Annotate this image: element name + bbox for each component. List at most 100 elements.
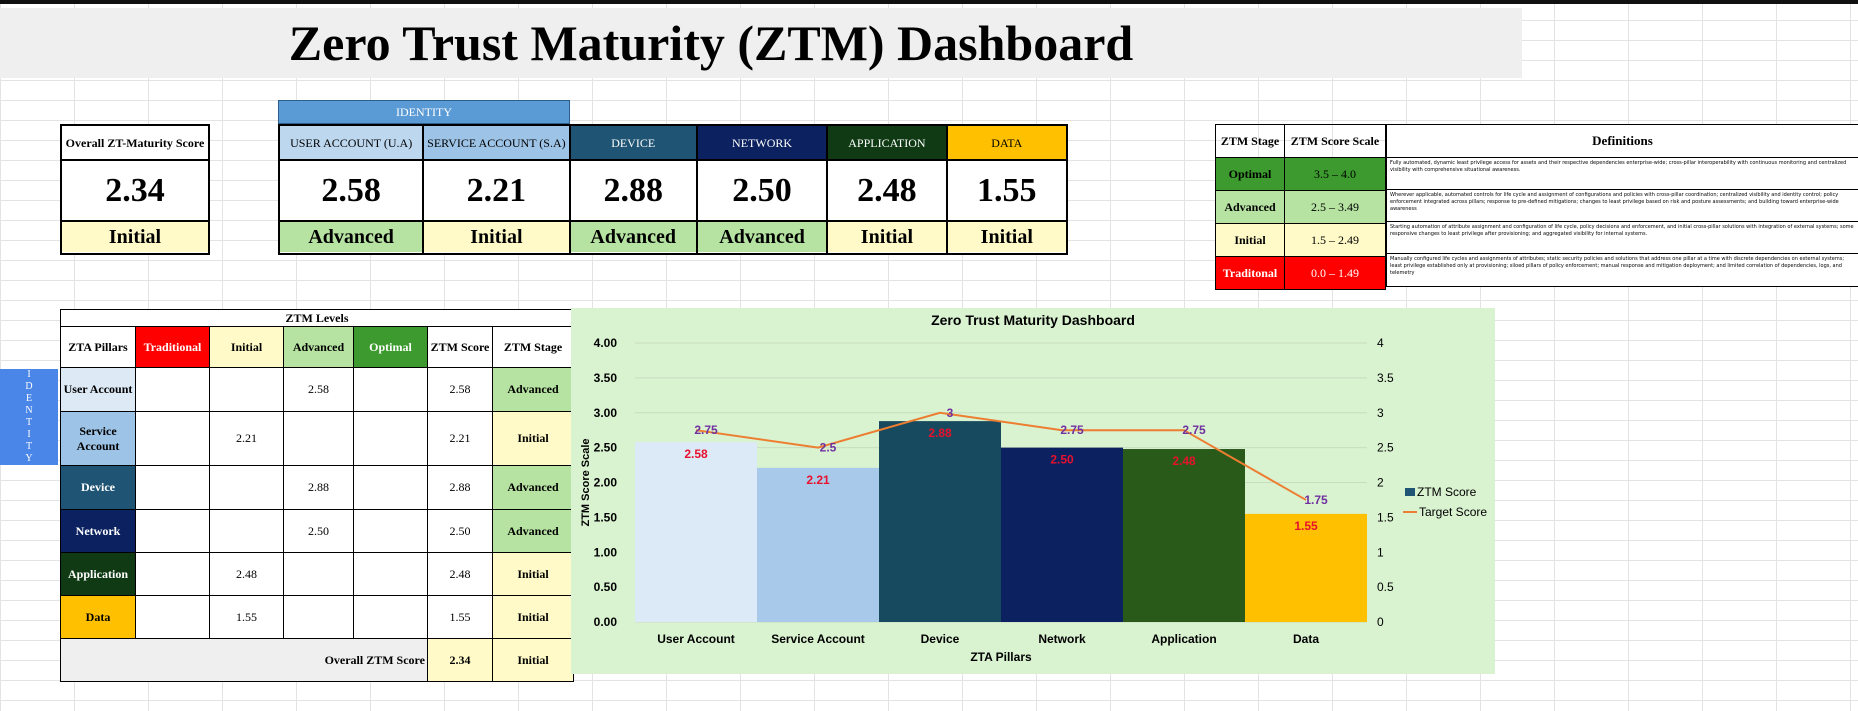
levels-cell-pillar: Device	[60, 465, 136, 510]
overall-stage: Initial	[62, 222, 208, 252]
pillar-score: 2.88	[570, 161, 696, 222]
bar-data-label: 2.58	[684, 447, 708, 461]
levels-row: User Account 2.58 2.58 Advanced	[60, 367, 574, 412]
overall-ztm-stage: Initial	[492, 638, 574, 682]
y-axis-title: ZTM Score Scale	[580, 438, 592, 526]
identity-group-header: IDENTITY	[278, 100, 570, 124]
pillar-stage: Initial	[828, 222, 946, 252]
levels-cell-traditional	[135, 465, 210, 510]
levels-header-cell: ZTM Stage	[492, 326, 574, 368]
levels-cell-initial	[209, 367, 284, 412]
identity-side-letter: T	[25, 417, 33, 428]
levels-cell-score: 2.58	[427, 367, 493, 412]
y-tick-label-right: 3.5	[1377, 371, 1394, 385]
levels-header-cell: Traditional	[135, 326, 210, 368]
pillar-score: 2.58	[280, 161, 423, 222]
ztm-stage-scale-table: ZTM Stage ZTM Score Scale Optimal 3.5 – 4…	[1215, 124, 1386, 290]
identity-side-letter: N	[25, 405, 33, 416]
y-tick-label-left: 3.00	[594, 406, 618, 420]
y-tick-label-left: 1.50	[594, 510, 618, 524]
y-tick-label-right: 2.5	[1377, 441, 1394, 455]
pillar-card-service-account: SERVICE ACCOUNT (S.A) 2.21 Initial	[424, 126, 571, 253]
levels-cell-traditional	[135, 367, 210, 412]
target-data-label: 2.5	[820, 441, 837, 455]
x-tick-label: Network	[1038, 632, 1086, 646]
target-data-label: 2.75	[1182, 423, 1206, 437]
levels-cell-score: 2.21	[427, 411, 493, 466]
levels-cell-traditional	[135, 552, 210, 596]
levels-overall-row: Overall ZTM Score 2.34 Initial	[60, 638, 574, 682]
target-data-label: 1.75	[1304, 493, 1328, 507]
pillar-card-user-account: USER ACCOUNT (U.A) 2.58 Advanced	[280, 126, 425, 253]
pillar-header: SERVICE ACCOUNT (S.A)	[424, 126, 569, 161]
levels-header-cell: ZTM Score	[427, 326, 493, 368]
stage-range: 3.5 – 4.0	[1284, 157, 1386, 191]
bar-device	[879, 421, 1001, 622]
bar-application	[1123, 449, 1245, 622]
levels-row: Network 2.50 2.50 Advanced	[60, 509, 574, 553]
pillar-header: DEVICE	[570, 126, 696, 161]
bar-data	[1245, 513, 1367, 622]
pillar-stage: Initial	[947, 222, 1066, 252]
pillar-cards: USER ACCOUNT (U.A) 2.58 Advanced SERVICE A…	[278, 124, 1068, 255]
stage-scale-row: Initial 1.5 – 2.49	[1215, 223, 1386, 257]
identity-side-letter: E	[25, 393, 33, 404]
levels-header-cell: ZTA Pillars	[60, 326, 136, 368]
levels-cell-advanced	[283, 411, 354, 466]
y-tick-label-right: 0	[1377, 615, 1384, 629]
pillar-card-device: DEVICE 2.88 Advanced	[570, 126, 698, 253]
levels-header-cell: Initial	[209, 326, 284, 368]
x-tick-label: Service Account	[771, 632, 865, 646]
ztm-levels-table: ZTM Levels ZTA Pillars Traditional Initial…	[60, 309, 574, 682]
x-tick-label: User Account	[657, 632, 735, 646]
y-tick-label-right: 1	[1377, 545, 1384, 559]
overall-score-card: Overall ZT-Maturity Score 2.34 Initial	[60, 124, 210, 255]
levels-header-row: ZTA Pillars Traditional Initial Advanced Opt…	[60, 326, 574, 368]
page-title: Zero Trust Maturity (ZTM) Dashboard	[288, 15, 1134, 71]
levels-cell-advanced: 2.58	[283, 367, 354, 412]
x-tick-label: Data	[1293, 632, 1319, 646]
definition-initial: Starting automation of attribute assignm…	[1387, 222, 1858, 254]
pillar-stage: Advanced	[280, 222, 423, 252]
levels-cell-pillar: Service Account	[60, 411, 136, 466]
x-axis-title: ZTA Pillars	[970, 650, 1032, 664]
levels-cell-traditional	[135, 509, 210, 553]
bar-data-label: 2.50	[1050, 453, 1074, 467]
definitions-panel: Definitions Fully automated, dynamic lea…	[1386, 124, 1858, 287]
pillar-score: 2.48	[828, 161, 946, 222]
levels-cell-advanced	[283, 595, 354, 639]
stage-name: Initial	[1215, 223, 1285, 257]
levels-cell-pillar: Data	[60, 595, 136, 639]
pillar-header: NETWORK	[697, 126, 827, 161]
levels-cell-stage: Initial	[492, 595, 574, 639]
levels-cell-score: 2.50	[427, 509, 493, 553]
y-tick-label-left: 2.50	[594, 441, 618, 455]
pillar-score: 2.21	[424, 161, 569, 222]
bar-network	[1001, 447, 1123, 622]
levels-cell-stage: Advanced	[492, 465, 574, 510]
pillar-card-data: DATA 1.55 Initial	[947, 126, 1066, 253]
levels-cell-optimal	[353, 595, 428, 639]
pillar-stage: Advanced	[697, 222, 827, 252]
levels-cell-pillar: Application	[60, 552, 136, 596]
levels-cell-optimal	[353, 509, 428, 553]
pillar-header: USER ACCOUNT (U.A)	[280, 126, 423, 161]
definition-traditional: Manually configured life cycles and assi…	[1390, 256, 1845, 276]
levels-row: Device 2.88 2.88 Advanced	[60, 465, 574, 510]
pillar-stage: Initial	[424, 222, 569, 252]
levels-cell-initial: 1.55	[209, 595, 284, 639]
x-tick-label: Device	[921, 632, 960, 646]
target-data-label: 2.75	[1060, 423, 1084, 437]
y-tick-label-right: 3	[1377, 406, 1384, 420]
stage-scale-row: Traditonal 0.0 – 1.49	[1215, 256, 1386, 290]
identity-side-letter: D	[25, 381, 33, 392]
legend-label-target-score: Target Score	[1419, 505, 1487, 519]
y-tick-label-right: 0.5	[1377, 580, 1394, 594]
y-tick-label-right: 4	[1377, 336, 1384, 350]
levels-caption: ZTM Levels	[60, 309, 574, 327]
levels-cell-pillar: Network	[60, 509, 136, 553]
y-tick-label-right: 2	[1377, 476, 1384, 490]
levels-cell-score: 2.88	[427, 465, 493, 510]
stage-scale-row: Optimal 3.5 – 4.0	[1215, 157, 1386, 191]
pillar-card-application: APPLICATION 2.48 Initial	[828, 126, 948, 253]
